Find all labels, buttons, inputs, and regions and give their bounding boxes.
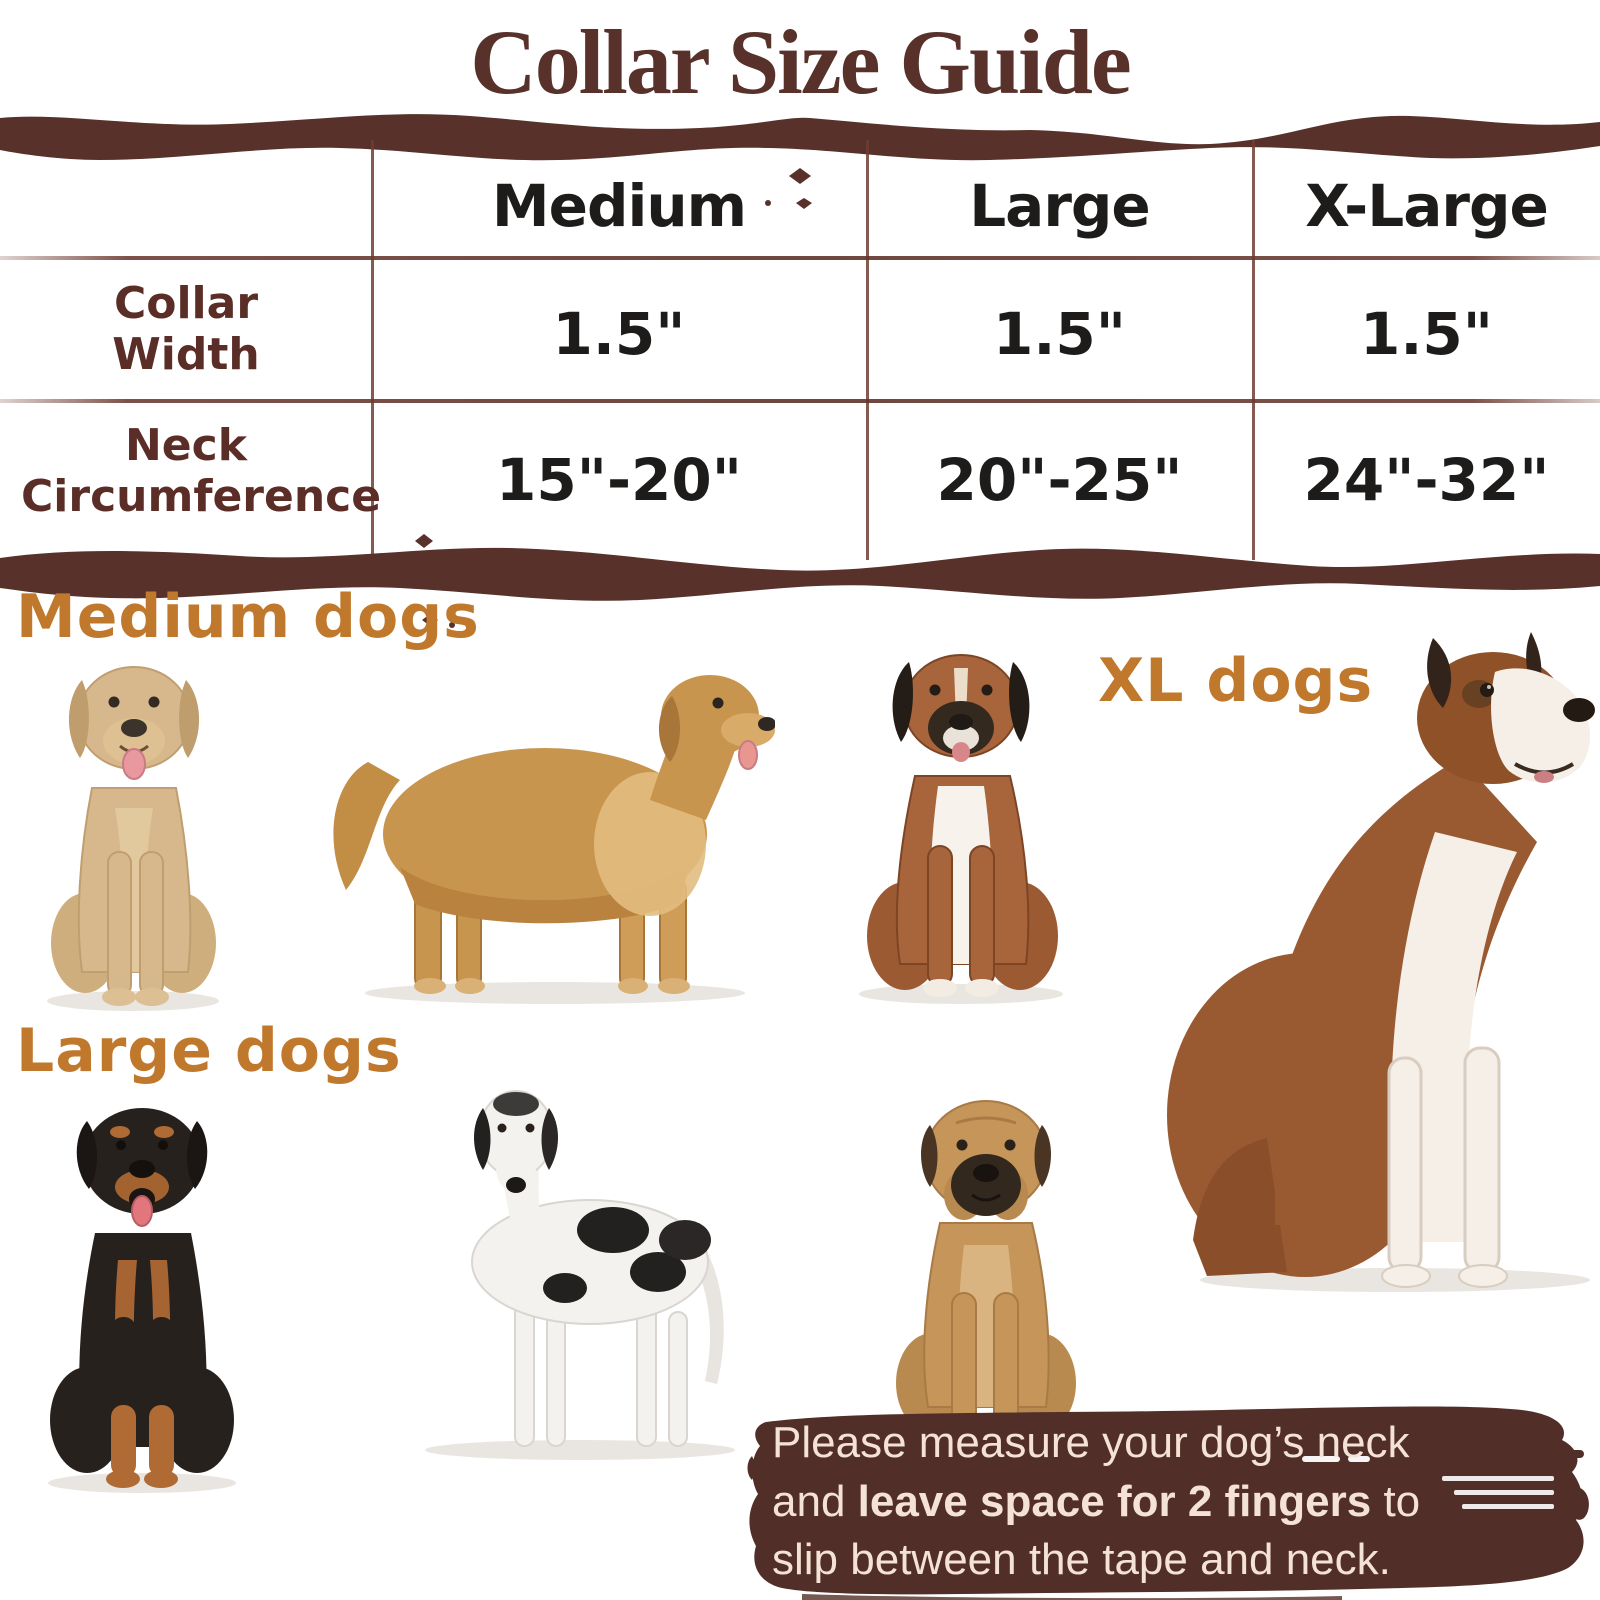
table-horizontal-line-1: [0, 256, 1600, 260]
note-line-2: and leave space for 2 fingers to: [772, 1473, 1542, 1532]
measuring-note: Please measure your dog’s neck and leave…: [772, 1414, 1542, 1590]
boxer-xl-dog-image: [1167, 632, 1595, 1292]
column-header-large: Large: [969, 172, 1151, 240]
section-label-large-dogs: Large dogs: [16, 1016, 402, 1086]
cell-collar-width-x-large: 1.5": [1360, 300, 1493, 368]
section-label-xl-dogs: XL dogs: [1098, 646, 1374, 716]
section-label-medium-dogs: Medium dogs: [16, 582, 480, 652]
note-brush-background: [747, 1406, 1589, 1600]
row-header-neck-circumference: Neck Circumference: [21, 420, 382, 523]
golden-retriever-dog-image: [333, 675, 775, 1004]
rottweiler-dog-image: [48, 1108, 236, 1493]
cell-collar-width-medium: 1.5": [552, 300, 686, 368]
note-line-2-bold: leave space for 2 fingers: [857, 1476, 1372, 1526]
table-vertical-line-1: [371, 140, 374, 560]
column-header-medium: Medium: [491, 172, 747, 240]
column-header-x-large: X-Large: [1305, 172, 1549, 240]
english-mastiff-dog-image: [889, 1100, 1081, 1449]
table-vertical-line-2: [866, 140, 869, 560]
note-line-2-post: to: [1371, 1476, 1421, 1526]
note-line-1: Please measure your dog’s neck: [772, 1418, 1410, 1467]
page-title: Collar Size Guide: [470, 11, 1131, 113]
cell-neck-medium: 15"-20": [496, 446, 742, 514]
note-line-2-pre: and: [772, 1476, 858, 1526]
table-horizontal-line-2: [0, 399, 1600, 403]
title-underline-brush: [0, 114, 1600, 209]
great-dane-dog-image: [425, 1090, 735, 1460]
cell-collar-width-large: 1.5": [993, 300, 1126, 368]
note-line-3: slip between the tape and neck.: [772, 1535, 1391, 1585]
cell-neck-x-large: 24"-32": [1303, 446, 1550, 514]
row-header-collar-width: Collar Width: [112, 278, 260, 381]
boxer-dog-image: [859, 654, 1063, 1004]
table-bottom-brush: [0, 534, 1600, 628]
cell-neck-large: 20"-25": [936, 446, 1183, 514]
labrador-retriever-dog-image: [47, 666, 219, 1011]
table-vertical-line-3: [1252, 140, 1255, 560]
